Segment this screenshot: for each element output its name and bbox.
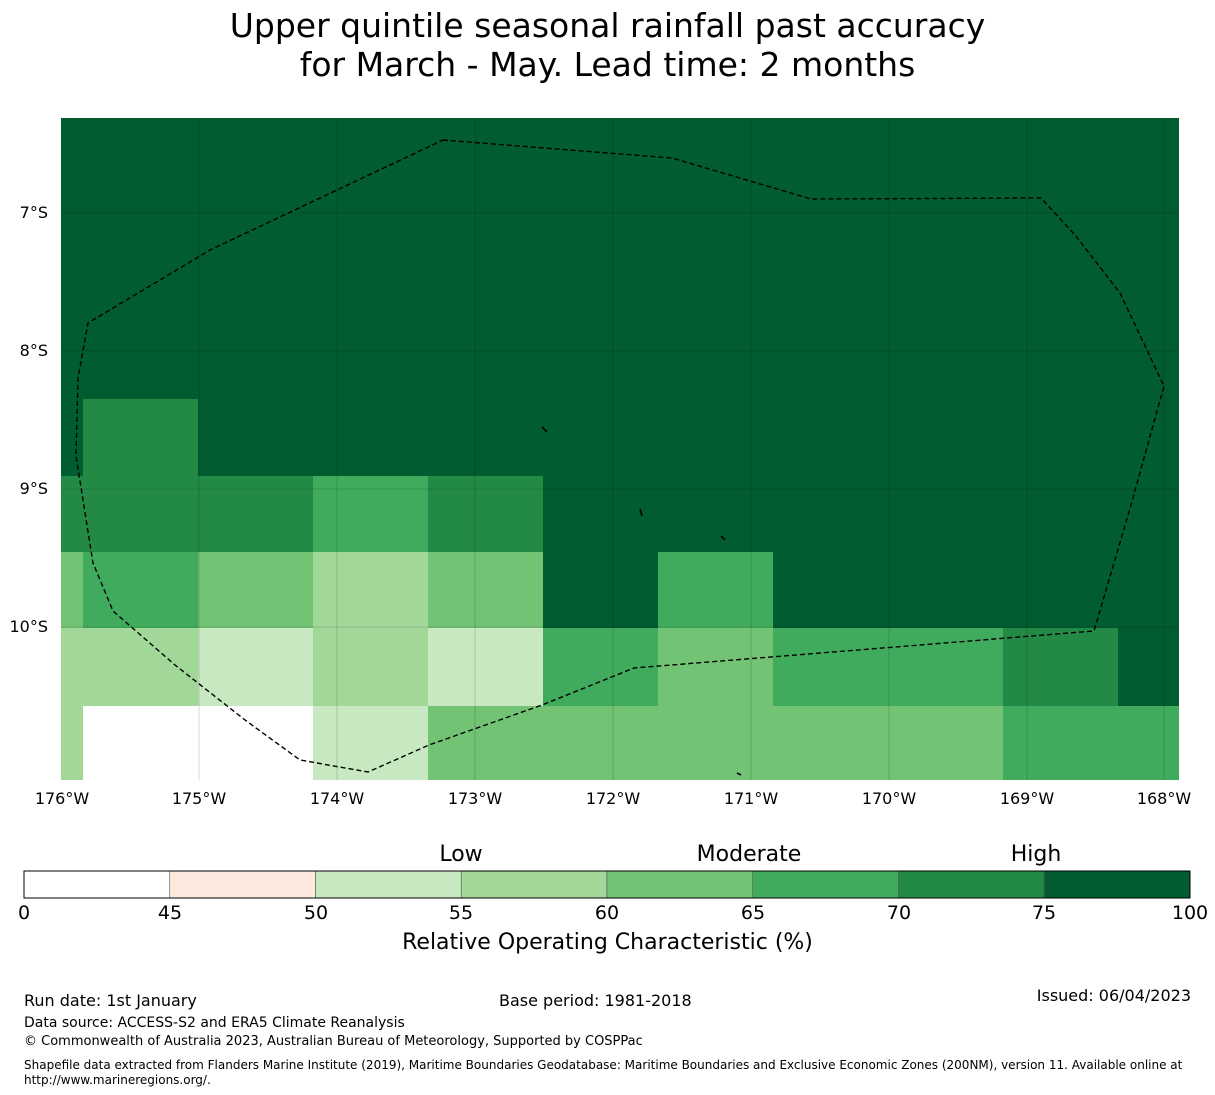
issued-date: Issued: 06/04/2023 <box>1036 986 1191 1005</box>
colorbar-bin <box>169 870 316 899</box>
lon-label-172w: 172°W <box>585 789 641 808</box>
grid-cell <box>428 476 543 552</box>
grid-cell <box>83 552 198 628</box>
island-swains <box>736 772 742 776</box>
island-nukunonu <box>639 508 643 517</box>
island-atafu <box>720 535 726 541</box>
lat-label-8s: 8°S <box>19 341 48 360</box>
grid-cell <box>198 476 313 552</box>
colorbar-tick-70: 70 <box>886 902 912 924</box>
grid-cell <box>1003 628 1118 706</box>
copyright: © Commonwealth of Australia 2023, Austra… <box>24 1034 643 1049</box>
lon-label-170w: 170°W <box>861 789 917 808</box>
grid-cell <box>83 706 313 780</box>
grid-cell <box>313 706 428 780</box>
grid-cell <box>61 552 83 628</box>
colorbar-bin <box>898 870 1045 899</box>
shapefile-credit: Shapefile data extracted from Flanders M… <box>24 1058 1183 1087</box>
data-source: Data source: ACCESS-S2 and ERA5 Climate … <box>24 1015 405 1031</box>
grid-cell <box>61 628 198 706</box>
colorbar <box>23 870 1191 899</box>
colorbar-bin <box>23 870 171 899</box>
colorbar-tick-50: 50 <box>303 902 329 924</box>
base-period: Base period: 1981-2018 <box>499 991 692 1010</box>
lon-label-173w: 173°W <box>447 789 503 808</box>
colorbar-frame <box>23 870 1191 899</box>
lon-label-168w: 168°W <box>1136 789 1192 808</box>
colorbar-tick-75: 75 <box>1031 902 1057 924</box>
chart-title-line-1: Upper quintile seasonal rainfall past ac… <box>229 6 986 45</box>
lat-label-10s: 10°S <box>9 617 48 636</box>
colorbar-tick-65: 65 <box>740 902 766 924</box>
colorbar-bin <box>752 870 899 899</box>
lat-label-7s: 7°S <box>19 203 48 222</box>
run-date: Run date: 1st January <box>24 991 197 1010</box>
colorbar-bin <box>315 870 462 899</box>
skill-grid <box>61 118 1179 780</box>
grid-cell <box>198 552 313 628</box>
colorbar-bin <box>606 870 754 899</box>
grid-cell <box>313 552 428 628</box>
lon-label-174w: 174°W <box>309 789 365 808</box>
category-moderate: Moderate <box>696 842 802 867</box>
lon-label-169w: 169°W <box>999 789 1055 808</box>
colorbar-bin <box>460 870 608 899</box>
colorbar-tick-100: 100 <box>1171 902 1209 924</box>
colorbar-tick-60: 60 <box>594 902 620 924</box>
grid-cell <box>61 476 198 552</box>
grid-cell <box>428 628 543 706</box>
grid-cell <box>1003 706 1179 780</box>
lon-label-175w: 175°W <box>171 789 227 808</box>
grid-cell <box>61 706 83 780</box>
category-low: Low <box>439 842 483 867</box>
grid-cell <box>83 399 198 476</box>
grid-cell <box>658 552 773 628</box>
category-high: High <box>1010 842 1062 867</box>
grid-cell <box>773 628 1003 706</box>
islands <box>541 426 742 776</box>
grid-cell <box>198 628 313 706</box>
grid-cell <box>313 628 428 706</box>
colorbar-tick-0: 0 <box>17 902 31 924</box>
grid-cell <box>658 628 773 706</box>
lat-label-9s: 9°S <box>19 479 48 498</box>
chart-title-line-2: for March - May. Lead time: 2 months <box>299 45 916 84</box>
lon-label-176w: 176°W <box>34 789 90 808</box>
graticule <box>61 118 1179 780</box>
colorbar-tick-55: 55 <box>448 902 474 924</box>
grid-cell <box>428 706 1003 780</box>
colorbar-title: Relative Operating Characteristic (%) <box>402 930 813 955</box>
colorbar-bin <box>1043 870 1191 899</box>
grid-cell <box>428 552 543 628</box>
island-fakaofo <box>541 426 548 433</box>
grid-cell <box>313 476 428 552</box>
colorbar-tick-45: 45 <box>157 902 183 924</box>
lon-label-171w: 171°W <box>723 789 779 808</box>
grid-cell <box>543 628 658 706</box>
